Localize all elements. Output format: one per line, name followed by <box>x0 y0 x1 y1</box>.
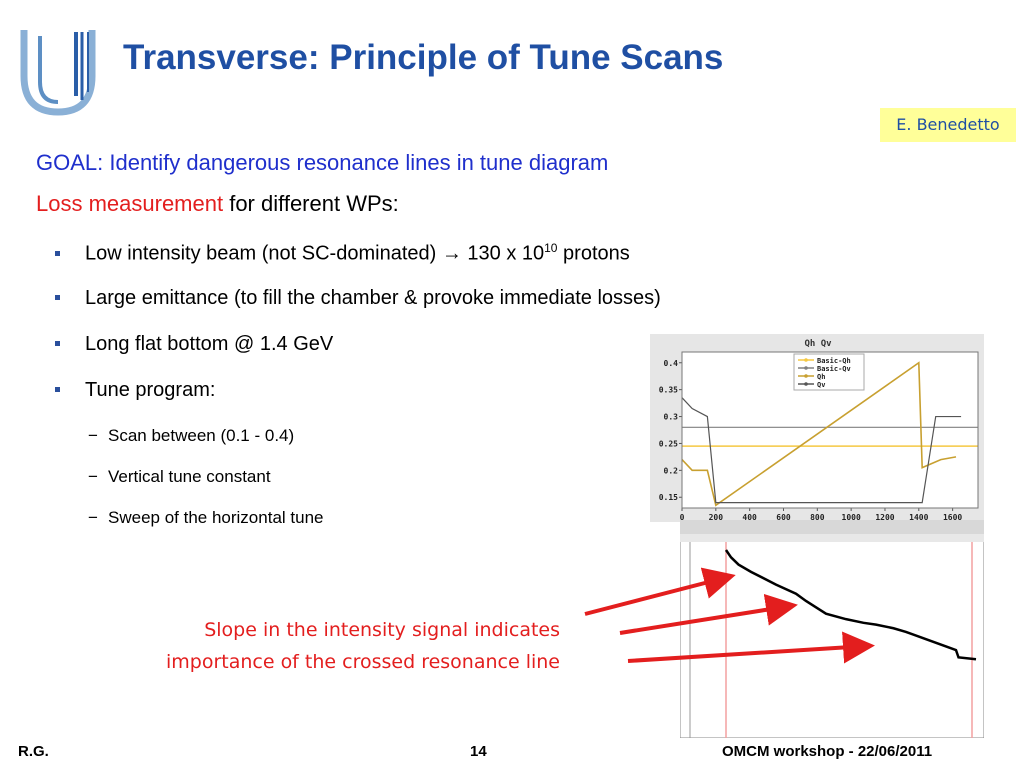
subbullet-sweep: − Sweep of the horizontal tune <box>88 508 324 527</box>
bullet-emittance: Large emittance (to fill the chamber & p… <box>55 287 661 310</box>
x-tick-label: 400 <box>742 513 757 522</box>
series-line-qv <box>681 397 962 504</box>
bullet-intensity: Low intensity beam (not SC-dominated) → … <box>55 241 630 266</box>
university-logo <box>20 30 96 116</box>
legend-marker <box>804 382 808 386</box>
x-tick-label: 0 <box>680 513 685 522</box>
tune-chart-title: Qh Qv <box>804 339 832 349</box>
loss-highlight: Loss measurement <box>36 191 224 216</box>
legend-entry: Basic-Qv <box>817 365 851 373</box>
slope-note-line1: Slope in the intensity signal indicates <box>204 619 560 641</box>
scope-header-bar <box>680 520 984 534</box>
x-tick-label: 1000 <box>842 513 861 522</box>
subbullet-scan: − Scan between (0.1 - 0.4) <box>88 426 295 445</box>
x-tick-label: 1600 <box>943 513 962 522</box>
y-tick-label: 0.4 <box>664 359 679 368</box>
tune-chart: Qh Qv 0.15 0.2 0.25 0.3 0.35 0.4 0 200 400 600 80… <box>650 334 984 522</box>
y-tick-label: 0.3 <box>664 413 679 422</box>
loss-rest: for different WPs: <box>223 191 399 216</box>
author-badge: E. Benedetto <box>880 108 1016 142</box>
legend-marker <box>804 374 808 378</box>
intensity-trace <box>724 549 977 661</box>
legend-marker <box>804 366 808 370</box>
y-tick-label: 0.25 <box>659 439 678 448</box>
footer-author: R.G. <box>18 743 49 760</box>
bullet-flat-bottom: Long flat bottom @ 1.4 GeV <box>55 333 333 356</box>
x-tick-label: 1200 <box>875 513 894 522</box>
bullet-marker <box>55 250 60 256</box>
subbullet-vertical: − Vertical tune constant <box>88 467 271 486</box>
legend-marker <box>804 358 808 362</box>
footer-page-number: 14 <box>470 743 487 760</box>
legend-entry: Qv <box>817 381 825 389</box>
tune-chart-frame <box>681 351 979 509</box>
scope-subheader-bar <box>680 534 984 542</box>
slope-note: Slope in the intensity signal indicates … <box>60 614 560 678</box>
legend-entry: Qh <box>817 373 825 381</box>
x-tick-label: 800 <box>810 513 825 522</box>
goal-line: GOAL: Identify dangerous resonance lines… <box>36 150 609 175</box>
bullet-marker <box>55 387 60 392</box>
bullet-marker <box>55 295 60 300</box>
y-tick-label: 0.15 <box>659 493 678 502</box>
series-line-qh <box>681 361 957 507</box>
y-tick-label: 0.2 <box>664 466 679 475</box>
bullet-tune-program: Tune program: <box>55 379 215 402</box>
x-tick-label: 600 <box>776 513 791 522</box>
footer-event: OMCM workshop - 22/06/2011 <box>722 743 933 760</box>
slope-note-line2: importance of the crossed resonance line <box>165 651 560 673</box>
legend-entry: Basic-Qh <box>817 357 851 365</box>
intensity-scope <box>680 520 984 738</box>
bullet-marker <box>55 341 60 346</box>
slide-title: Transverse: Principle of Tune Scans <box>123 38 724 77</box>
x-tick-label: 200 <box>709 513 724 522</box>
loss-line: Loss measurement for different WPs: <box>36 191 399 217</box>
x-tick-label: 1400 <box>909 513 928 522</box>
y-tick-label: 0.35 <box>659 386 678 395</box>
